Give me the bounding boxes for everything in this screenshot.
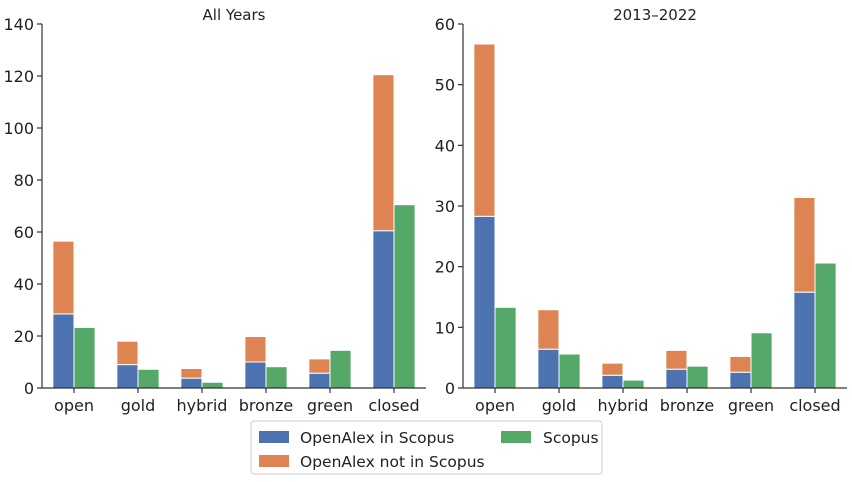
bar-scopus-closed [814,262,837,389]
bar-scopus-bronze [265,366,288,389]
bar-openalex-not-in-scopus-closed [793,197,816,293]
bar-openalex-in-scopus-hybrid [601,374,624,389]
bar-openalex-not-in-scopus-gold [537,309,560,350]
y-tick-label-20: 20 [14,327,34,346]
bar-scopus-open [494,306,517,389]
y-tick-label-30: 30 [435,197,455,216]
bar-openalex-in-scopus-bronze [665,368,688,389]
x-tick-label-hybrid: hybrid [177,396,228,415]
chart-panel-2013-2022: 2013–2022 open gold hybrid bronze green closed… [435,6,847,415]
x-tick-label-green: green [728,396,774,415]
bar-scopus-closed [393,204,416,389]
legend-label-scopus: Scopus [543,429,599,447]
bar-openalex-in-scopus-bronze [244,361,267,389]
bar-scopus-gold [137,368,160,389]
x-tick-label-open: open [54,396,94,415]
bar-openalex-not-in-scopus-green [308,358,331,374]
bar-scopus-gold [558,353,581,389]
y-tick-label-50: 50 [435,76,455,95]
bar-scopus-green [750,332,773,389]
bar-openalex-not-in-scopus-bronze [244,336,267,363]
y-tick-label-140: 140 [3,15,34,34]
bar-openalex-not-in-scopus-hybrid [180,368,203,379]
x-tick-label-gold: gold [121,396,156,415]
x-tick-label-bronze: bronze [239,396,294,415]
bar-openalex-not-in-scopus-open [52,240,75,315]
y-tick-label-80: 80 [14,171,34,190]
x-tick-label-green: green [307,396,353,415]
y-tick-label-0: 0 [445,379,455,398]
bar-openalex-not-in-scopus-closed [372,74,395,232]
bar-scopus-hybrid [622,379,645,389]
x-tick-label-hybrid: hybrid [598,396,649,415]
bar-openalex-in-scopus-closed [793,291,816,389]
x-tick-label-gold: gold [542,396,577,415]
bar-openalex-not-in-scopus-open [473,43,496,217]
bar-openalex-in-scopus-hybrid [180,377,203,389]
bar-openalex-in-scopus-green [308,372,331,389]
bar-scopus-bronze [686,365,709,389]
bar-scopus-open [73,326,96,389]
legend-label-openalex-in-scopus: OpenAlex in Scopus [300,429,454,447]
legend-label-openalex-not-in-scopus: OpenAlex not in Scopus [300,453,485,471]
x-tick-label-closed: closed [368,396,419,415]
bar-openalex-in-scopus-closed [372,230,395,389]
bar-openalex-not-in-scopus-hybrid [601,362,624,376]
bar-openalex-in-scopus-green [729,371,752,389]
y-tick-label-60: 60 [435,15,455,34]
y-tick-label-40: 40 [14,275,34,294]
bar-openalex-in-scopus-open [473,215,496,389]
bar-scopus-hybrid [201,381,224,389]
legend-swatch-scopus [501,431,531,443]
y-tick-label-10: 10 [435,318,455,337]
bar-openalex-not-in-scopus-gold [116,340,139,366]
legend: OpenAlex in Scopus OpenAlex not in Scopu… [250,420,603,475]
y-tick-label-100: 100 [3,119,34,138]
chart-panel-all-years: All Years open gold hybrid bronze green closed… [3,6,426,415]
bar-openalex-not-in-scopus-bronze [665,349,688,370]
x-tick-label-closed: closed [789,396,840,415]
x-tick-label-open: open [475,396,515,415]
bar-openalex-in-scopus-open [52,313,75,389]
y-tick-label-120: 120 [3,67,34,86]
bar-scopus-green [329,349,352,389]
x-tick-label-bronze: bronze [660,396,715,415]
y-tick-label-60: 60 [14,223,34,242]
chart-title: 2013–2022 [613,6,697,24]
bar-openalex-not-in-scopus-green [729,355,752,373]
chart-title: All Years [203,6,266,24]
bar-openalex-in-scopus-gold [537,348,560,389]
y-tick-label-20: 20 [435,258,455,277]
y-tick-label-40: 40 [435,136,455,155]
legend-swatch-openalex-not-in-scopus [259,455,289,467]
y-tick-label-0: 0 [24,379,34,398]
legend-swatch-openalex-in-scopus [259,431,289,443]
bar-openalex-in-scopus-gold [116,364,139,389]
